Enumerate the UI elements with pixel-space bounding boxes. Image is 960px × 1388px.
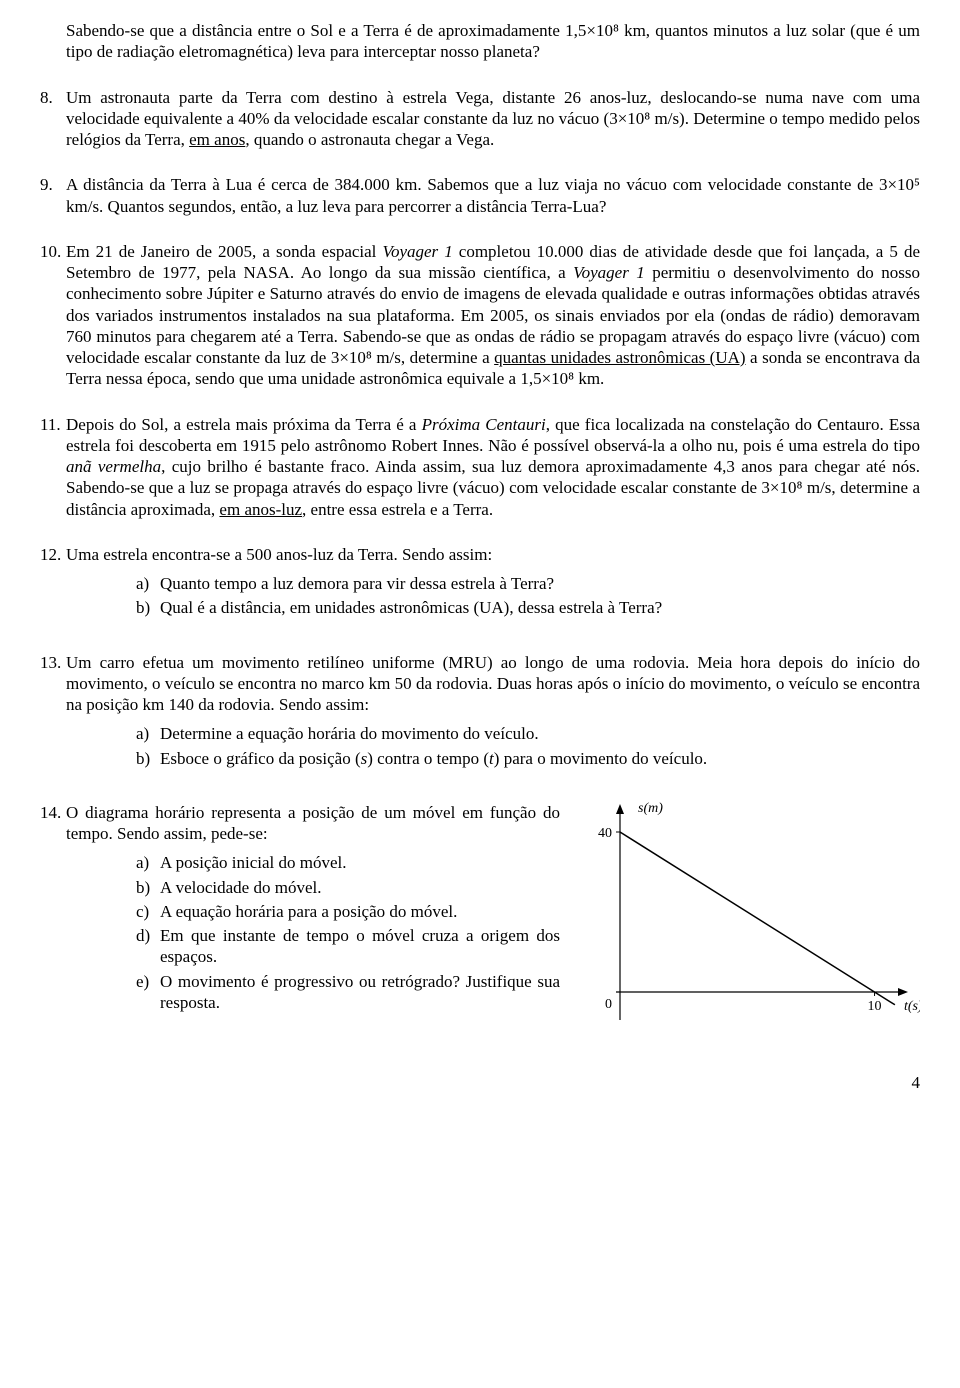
page-number: 4 bbox=[40, 1072, 920, 1093]
question-13: 13. Um carro efetua um movimento retilín… bbox=[40, 652, 920, 786]
question-8: 8. Um astronauta parte da Terra com dest… bbox=[40, 87, 920, 159]
question-body: O diagrama horário representa a posição … bbox=[66, 802, 920, 1042]
question-body: Em 21 de Janeiro de 2005, a sonda espaci… bbox=[66, 241, 920, 398]
question-body: Um astronauta parte da Terra com destino… bbox=[66, 87, 920, 159]
question-text: Um astronauta parte da Terra com destino… bbox=[66, 87, 920, 151]
sub-list: a)A posição inicial do móvel. b)A veloci… bbox=[96, 852, 560, 1013]
question-10: 10. Em 21 de Janeiro de 2005, a sonda es… bbox=[40, 241, 920, 398]
question-number bbox=[40, 20, 66, 71]
sub-item-a: a)A posição inicial do móvel. bbox=[136, 852, 560, 873]
question-body: A distância da Terra à Lua é cerca de 38… bbox=[66, 174, 920, 225]
svg-text:s(m): s(m) bbox=[638, 802, 663, 816]
svg-text:0: 0 bbox=[605, 997, 612, 1012]
svg-text:10: 10 bbox=[868, 999, 882, 1014]
sub-item-a: a)Quanto tempo a luz demora para vir des… bbox=[136, 573, 920, 594]
sub-list: a)Determine a equação horária do movimen… bbox=[96, 723, 920, 769]
question-14: 14. O diagrama horário representa a posi… bbox=[40, 802, 920, 1042]
question-number: 8. bbox=[40, 87, 66, 159]
sub-item-d: d)Em que instante de tempo o móvel cruza… bbox=[136, 925, 560, 968]
sub-item-e: e)O movimento é progressivo ou retrógrad… bbox=[136, 971, 560, 1014]
question-7: Sabendo-se que a distância entre o Sol e… bbox=[40, 20, 920, 71]
svg-text:40: 40 bbox=[598, 826, 612, 841]
question-number: 13. bbox=[40, 652, 66, 786]
question-number: 9. bbox=[40, 174, 66, 225]
question-text: O diagrama horário representa a posição … bbox=[66, 802, 560, 845]
question-body: Sabendo-se que a distância entre o Sol e… bbox=[66, 20, 920, 71]
question-text: Depois do Sol, a estrela mais próxima da… bbox=[66, 414, 920, 520]
question-text: A distância da Terra à Lua é cerca de 38… bbox=[66, 174, 920, 217]
svg-text:t(s): t(s) bbox=[904, 999, 920, 1014]
question-11: 11. Depois do Sol, a estrela mais próxim… bbox=[40, 414, 920, 528]
question-12: 12. Uma estrela encontra-se a 500 anos-l… bbox=[40, 544, 920, 636]
sub-item-b: b) Esboce o gráfico da posição (s) contr… bbox=[136, 748, 920, 769]
sub-item-b: b)Qual é a distância, em unidades astron… bbox=[136, 597, 920, 618]
sub-item-b: b)A velocidade do móvel. bbox=[136, 877, 560, 898]
question-9: 9. A distância da Terra à Lua é cerca de… bbox=[40, 174, 920, 225]
question-text: Sabendo-se que a distância entre o Sol e… bbox=[66, 20, 920, 63]
question-body: Um carro efetua um movimento retilíneo u… bbox=[66, 652, 920, 786]
page: Sabendo-se que a distância entre o Sol e… bbox=[0, 0, 960, 1133]
question-body: Uma estrela encontra-se a 500 anos-luz d… bbox=[66, 544, 920, 636]
sub-list: a)Quanto tempo a luz demora para vir des… bbox=[96, 573, 920, 619]
question-number: 10. bbox=[40, 241, 66, 398]
question-body: Depois do Sol, a estrela mais próxima da… bbox=[66, 414, 920, 528]
question-number: 14. bbox=[40, 802, 66, 1042]
question-number: 11. bbox=[40, 414, 66, 528]
question-14-text-column: O diagrama horário representa a posição … bbox=[66, 802, 560, 1042]
sub-item-a: a)Determine a equação horária do movimen… bbox=[136, 723, 920, 744]
question-text: Uma estrela encontra-se a 500 anos-luz d… bbox=[66, 544, 920, 565]
sub-item-c: c)A equação horária para a posição do mó… bbox=[136, 901, 560, 922]
chart-svg: 40 10 0 s(m) t(s) bbox=[580, 802, 920, 1042]
position-time-chart: 40 10 0 s(m) t(s) bbox=[580, 802, 920, 1042]
question-text: Em 21 de Janeiro de 2005, a sonda espaci… bbox=[66, 241, 920, 390]
question-number: 12. bbox=[40, 544, 66, 636]
question-text: Um carro efetua um movimento retilíneo u… bbox=[66, 652, 920, 716]
